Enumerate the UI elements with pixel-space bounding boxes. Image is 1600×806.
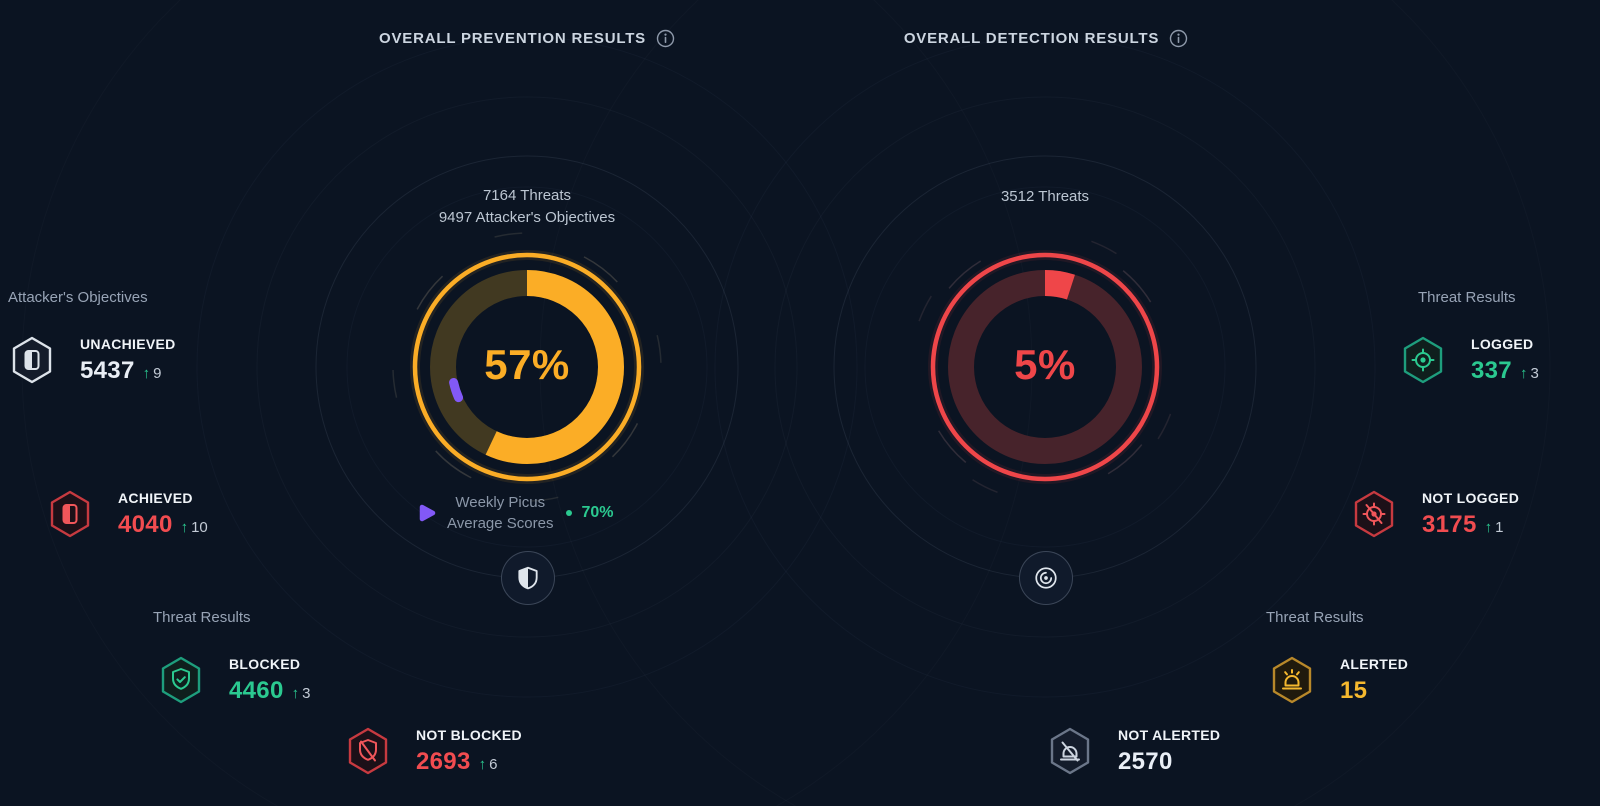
shield-icon [518, 566, 538, 590]
detection-info-icon[interactable] [1169, 29, 1188, 48]
stat-achieved: ACHIEVED 4040 ↑ 10 [48, 490, 208, 539]
logged-icon [1403, 336, 1443, 384]
up-arrow-icon: ↑ [1484, 519, 1493, 536]
up-arrow-icon: ↑ [142, 365, 151, 382]
up-arrow-icon: ↑ [478, 756, 487, 773]
stat-unachieved-delta: ↑ 9 [142, 365, 162, 382]
stat-not-logged-label: NOT LOGGED [1422, 490, 1520, 506]
prevention-group-threats-label: Threat Results [153, 609, 251, 626]
prevention-score: 57% [484, 341, 570, 388]
prevention-outer-ring [412, 252, 642, 482]
stat-not-blocked-label: NOT BLOCKED [416, 727, 522, 743]
stat-alerted-value: 15 [1340, 677, 1368, 704]
unachieved-icon [12, 336, 52, 384]
stat-unachieved: UNACHIEVED 5437 ↑ 9 [10, 336, 176, 385]
stat-not-blocked-delta: ↑ 6 [478, 756, 498, 773]
up-arrow-icon: ↑ [180, 519, 189, 536]
weekly-score-value: 70% [581, 504, 614, 521]
stat-blocked-delta: ↑ 3 [291, 685, 311, 702]
prevention-group-objectives-label: Attacker's Objectives [8, 289, 148, 306]
blocked-icon [161, 656, 201, 704]
stat-achieved-value: 4040 [118, 511, 173, 538]
detection-outer-ring [930, 252, 1160, 482]
stat-not-logged-delta: ↑ 1 [1484, 519, 1504, 536]
detection-threat-counts: 3512 Threats [845, 186, 1245, 208]
weekly-average-legend: Weekly Picus Average Scores 70% [416, 490, 613, 536]
stat-alerted: ALERTED 15 [1270, 656, 1408, 705]
stat-achieved-label: ACHIEVED [118, 490, 193, 506]
stat-not-logged: NOT LOGGED 3175 ↑ 1 [1352, 490, 1519, 539]
stat-not-alerted-label: NOT ALERTED [1118, 727, 1221, 743]
green-dot-icon [566, 510, 573, 516]
alerted-icon [1272, 656, 1312, 704]
stat-blocked-label: BLOCKED [229, 656, 301, 672]
stat-not-alerted: NOT ALERTED 2570 [1048, 727, 1220, 776]
stat-blocked-value: 4460 [229, 677, 284, 704]
weekly-marker-icon [419, 504, 436, 522]
detection-threats-count: 3512 Threats [1000, 188, 1090, 205]
not-logged-icon [1354, 490, 1394, 538]
stat-not-alerted-value: 2570 [1118, 748, 1173, 775]
detection-gauge-arc [948, 270, 1142, 464]
weekly-average-marker [447, 287, 607, 447]
prevention-threats-count: 7164 Threats [482, 187, 572, 204]
stat-alerted-label: ALERTED [1340, 656, 1409, 672]
prevention-title-row: OVERALL PREVENTION RESULTS [307, 29, 747, 48]
target-icon [1035, 567, 1057, 589]
detection-group-threats-label-1: Threat Results [1418, 289, 1516, 306]
not-blocked-icon [348, 727, 388, 775]
stat-logged-label: LOGGED [1471, 336, 1534, 352]
up-arrow-icon: ↑ [1519, 365, 1528, 382]
stat-not-logged-value: 3175 [1422, 511, 1477, 538]
detection-group-threats-label-2: Threat Results [1266, 609, 1364, 626]
stat-achieved-delta: ↑ 10 [180, 519, 208, 536]
prevention-gauge-arc [430, 270, 624, 464]
stat-logged-delta: ↑ 3 [1519, 365, 1539, 382]
stat-not-blocked-value: 2693 [416, 748, 471, 775]
detection-score: 5% [1014, 341, 1076, 388]
stat-not-blocked: NOT BLOCKED 2693 ↑ 6 [346, 727, 522, 776]
detection-target-badge [1019, 551, 1073, 605]
detection-title: OVERALL DETECTION RESULTS [903, 30, 1160, 47]
prevention-gauge [392, 232, 662, 502]
prevention-objectives-count: 9497 Attacker's Objectives [438, 209, 616, 226]
achieved-icon [50, 490, 90, 538]
stat-unachieved-value: 5437 [80, 357, 135, 384]
stat-blocked: BLOCKED 4460 ↑ 3 [159, 656, 310, 705]
detection-title-row: OVERALL DETECTION RESULTS [826, 29, 1266, 48]
stat-logged-value: 337 [1471, 357, 1512, 384]
stat-unachieved-label: UNACHIEVED [80, 336, 176, 352]
weekly-legend-label: Weekly Picus Average Scores [447, 494, 554, 532]
not-alerted-icon [1050, 727, 1090, 775]
prevention-title: OVERALL PREVENTION RESULTS [379, 30, 646, 47]
prevention-threat-counts: 7164 Threats 9497 Attacker's Objectives [327, 185, 727, 229]
stat-logged: LOGGED 337 ↑ 3 [1401, 336, 1539, 385]
detection-gauge [910, 232, 1180, 502]
prevention-shield-badge [501, 551, 555, 605]
prevention-info-icon[interactable] [656, 29, 675, 48]
up-arrow-icon: ↑ [291, 685, 300, 702]
